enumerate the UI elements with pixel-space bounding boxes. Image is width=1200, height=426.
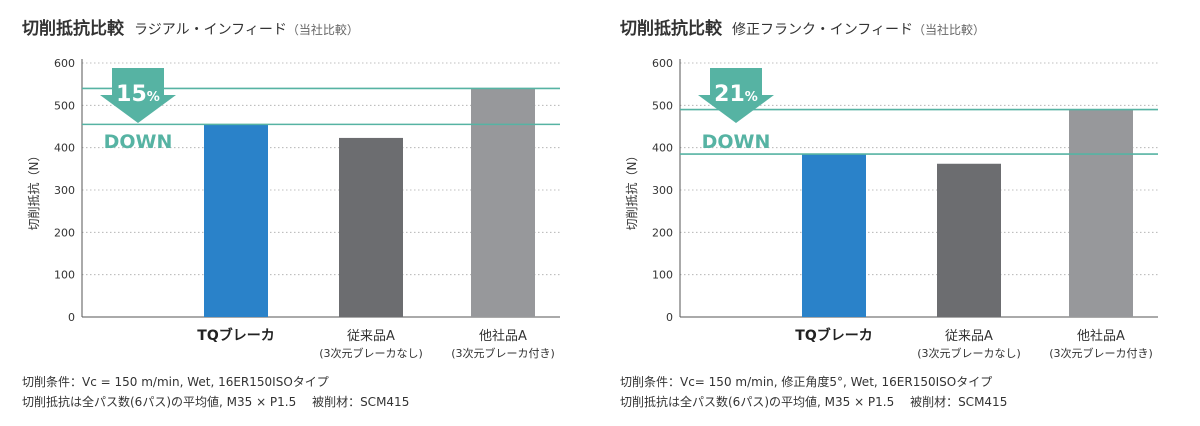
- reduction-percent-value: 15: [116, 82, 147, 107]
- category-label-3: 他社品A: [479, 328, 527, 344]
- reduction-percent-unit: %: [745, 90, 758, 105]
- bar-3: [1069, 109, 1133, 317]
- chart-title: 切削抵抗比較 修正フランク・インフィード（当社比較）: [620, 18, 985, 39]
- y-tick-label: 100: [652, 269, 673, 282]
- category-label-3: 他社品A: [1077, 328, 1125, 344]
- chart-subtitle: 修正フランク・インフィード: [732, 22, 913, 38]
- category-sublabel-3: (3次元ブレーカ付き): [451, 346, 555, 360]
- chart-title-main: 切削抵抗比較: [22, 18, 125, 39]
- reduction-percent: 21%: [714, 82, 758, 107]
- reduction-label: DOWN: [702, 131, 771, 153]
- y-tick-label: 300: [652, 184, 673, 197]
- conditions-line-1: 切削条件：Vc = 150 m/min, Wet, 16ER150ISOタイプ: [22, 375, 329, 389]
- conditions-line-1: 切削条件：Vc= 150 m/min, 修正角度5°, Wet, 16ER150…: [620, 374, 992, 389]
- chart-title-main: 切削抵抗比較: [620, 18, 723, 39]
- down-arrow-icon: [698, 68, 774, 123]
- y-tick-label: 300: [54, 184, 75, 197]
- category-label-1: TQブレーカ: [795, 327, 872, 344]
- down-arrow-icon: [100, 68, 176, 123]
- y-tick-label: 500: [652, 99, 673, 112]
- category-sublabel-3: (3次元ブレーカ付き): [1049, 346, 1153, 360]
- chart-note: （当社比較）: [913, 22, 985, 37]
- chart-title: 切削抵抗比較 ラジアル・インフィード（当社比較）: [22, 18, 359, 39]
- y-tick-label: 200: [652, 226, 673, 239]
- reduction-percent: 15%: [116, 82, 160, 107]
- y-tick-label: 500: [54, 99, 75, 112]
- chart-note: （当社比較）: [287, 22, 359, 37]
- category-label-1: TQブレーカ: [197, 327, 274, 344]
- y-axis-label: 切削抵抗（N）: [624, 150, 639, 231]
- y-tick-label: 200: [54, 226, 75, 239]
- y-tick-label: 0: [666, 311, 673, 324]
- conditions-line-2: 切削抵抗は全パス数(6パス)の平均値, M35 × P1.5 被削材：SCM41…: [22, 394, 409, 409]
- bar-2: [937, 163, 1001, 317]
- reduction-percent-value: 21: [714, 82, 745, 107]
- y-tick-label: 400: [54, 142, 75, 155]
- bar-1: [802, 154, 866, 317]
- y-tick-label: 600: [54, 57, 75, 70]
- y-tick-label: 600: [652, 57, 673, 70]
- chart-modified-flank-infeed: 切削抵抗比較 修正フランク・インフィード（当社比較） 0 100 200 300 400 50…: [620, 18, 1158, 409]
- bar-3: [471, 88, 535, 318]
- category-sublabel-2: (3次元ブレーカなし): [319, 346, 423, 360]
- conditions-line-2: 切削抵抗は全パス数(6パス)の平均値, M35 × P1.5 被削材：SCM41…: [620, 394, 1007, 409]
- category-label-2: 従来品A: [347, 329, 395, 344]
- reduction-percent-unit: %: [147, 90, 160, 105]
- chart-subtitle: ラジアル・インフィード: [134, 22, 287, 38]
- bar-2: [339, 137, 403, 317]
- bar-1: [204, 124, 268, 317]
- chart-radial-infeed: 切削抵抗比較 ラジアル・インフィード（当社比較） 0 100 200 300 400 500 6…: [22, 18, 560, 409]
- category-label-2: 従来品A: [945, 329, 993, 344]
- y-tick-label: 400: [652, 142, 673, 155]
- y-axis-label: 切削抵抗（N）: [26, 150, 41, 231]
- y-tick-label: 100: [54, 269, 75, 282]
- y-tick-label: 0: [68, 311, 75, 324]
- category-sublabel-2: (3次元ブレーカなし): [917, 346, 1021, 360]
- reduction-label: DOWN: [104, 131, 173, 153]
